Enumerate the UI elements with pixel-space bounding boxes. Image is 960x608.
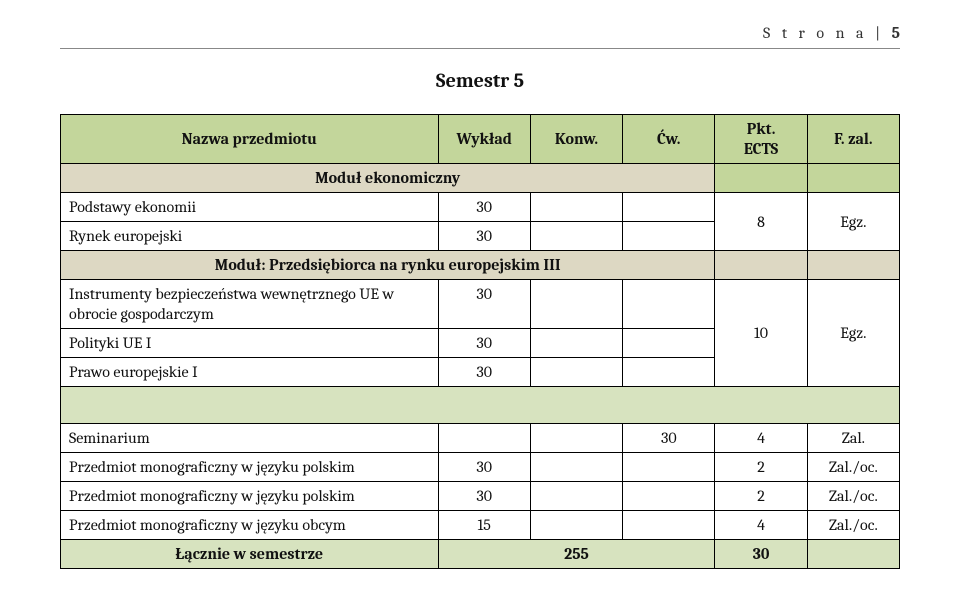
after3-conv — [530, 511, 622, 540]
semester-title: Semestr 5 — [60, 69, 900, 92]
after0-ects: 4 — [715, 424, 807, 453]
module-econ-ects-gap — [715, 164, 807, 193]
page-number: 5 — [892, 24, 900, 42]
after0-lecture — [438, 424, 530, 453]
after3-lecture: 15 — [438, 511, 530, 540]
sum-ects: 30 — [715, 540, 807, 569]
col-conv: Konw. — [530, 115, 622, 164]
row-econ2-lecture: 30 — [438, 222, 530, 251]
row-eu2-lecture: 30 — [438, 329, 530, 358]
col-ects-l1: Pkt. — [747, 120, 776, 138]
row-econ2-label: Rynek europejski — [61, 222, 439, 251]
page-divider: | — [875, 24, 892, 42]
row-eu3-conv — [530, 358, 622, 387]
sum-row: Łącznie w semestrze 255 30 — [61, 540, 900, 569]
after3-form: Zal./oc. — [807, 511, 899, 540]
row-eu1-ex — [623, 280, 715, 329]
row-eu1-label-l1: Instrumenty bezpieczeństwa wewnętrznego … — [69, 285, 394, 303]
econ-ects: 8 — [715, 193, 807, 251]
row-econ1-conv — [530, 193, 622, 222]
after0-exercise: 30 — [623, 424, 715, 453]
page-header: S t r o n a | 5 — [60, 24, 900, 42]
row-after-0: Seminarium 30 4 Zal. — [61, 424, 900, 453]
row-eu2-conv — [530, 329, 622, 358]
after2-exercise — [623, 482, 715, 511]
row-eu2-ex — [623, 329, 715, 358]
after3-ects: 4 — [715, 511, 807, 540]
row-eu2-label: Polityki UE I — [61, 329, 439, 358]
col-subject: Nazwa przedmiotu — [61, 115, 439, 164]
row-eu1-lecture: 30 — [438, 280, 530, 329]
row-econ-1: Podstawy ekonomii 30 8 Egz. — [61, 193, 900, 222]
after0-form: Zal. — [807, 424, 899, 453]
after2-lecture: 30 — [438, 482, 530, 511]
row-econ1-lecture: 30 — [438, 193, 530, 222]
row-eu3-lecture: 30 — [438, 358, 530, 387]
eu-ects: 10 — [715, 280, 807, 387]
after2-ects: 2 — [715, 482, 807, 511]
after1-form: Zal./oc. — [807, 453, 899, 482]
page: S t r o n a | 5 Semestr 5 Nazwa przedmio… — [0, 0, 960, 569]
spacer-row — [61, 387, 900, 424]
after0-conv — [530, 424, 622, 453]
eu-form: Egz. — [807, 280, 899, 387]
after1-conv — [530, 453, 622, 482]
col-ects: Pkt. ECTS — [715, 115, 807, 164]
module-econ-row: Moduł ekonomiczny — [61, 164, 900, 193]
spacer-cell — [61, 387, 900, 424]
sum-form — [807, 540, 899, 569]
after1-exercise — [623, 453, 715, 482]
sum-label: Łącznie w semestrze — [61, 540, 439, 569]
col-form: F. zal. — [807, 115, 899, 164]
row-eu1-label-l2: obrocie gospodarczym — [69, 305, 214, 323]
horizontal-rule — [60, 48, 900, 49]
row-after-2: Przedmiot monograficzny w języku polskim… — [61, 482, 900, 511]
after3-label: Przedmiot monograficzny w języku obcym — [61, 511, 439, 540]
row-after-3: Przedmiot monograficzny w języku obcym 1… — [61, 511, 900, 540]
col-lecture: Wykład — [438, 115, 530, 164]
after0-label: Seminarium — [61, 424, 439, 453]
after1-lecture: 30 — [438, 453, 530, 482]
after1-ects: 2 — [715, 453, 807, 482]
sum-total: 255 — [438, 540, 715, 569]
col-ects-l2: ECTS — [744, 140, 778, 158]
module-eu-ects-gap — [715, 251, 807, 280]
row-eu3-ex — [623, 358, 715, 387]
module-econ-form-gap — [807, 164, 899, 193]
row-after-1: Przedmiot monograficzny w języku polskim… — [61, 453, 900, 482]
col-exercise: Ćw. — [623, 115, 715, 164]
page-header-label: S t r o n a — [763, 24, 868, 42]
row-eu-1: Instrumenty bezpieczeństwa wewnętrznego … — [61, 280, 900, 329]
module-econ-label: Moduł ekonomiczny — [61, 164, 715, 193]
module-eu-row: Moduł: Przedsiębiorca na rynku europejsk… — [61, 251, 900, 280]
row-econ2-ex — [623, 222, 715, 251]
module-eu-form-gap — [807, 251, 899, 280]
after3-exercise — [623, 511, 715, 540]
after2-form: Zal./oc. — [807, 482, 899, 511]
table-header-row: Nazwa przedmiotu Wykład Konw. Ćw. Pkt. E… — [61, 115, 900, 164]
after2-conv — [530, 482, 622, 511]
after2-label: Przedmiot monograficzny w języku polskim — [61, 482, 439, 511]
row-eu1-label: Instrumenty bezpieczeństwa wewnętrznego … — [61, 280, 439, 329]
after1-label: Przedmiot monograficzny w języku polskim — [61, 453, 439, 482]
row-eu1-conv — [530, 280, 622, 329]
course-table: Nazwa przedmiotu Wykład Konw. Ćw. Pkt. E… — [60, 114, 900, 569]
module-eu-label: Moduł: Przedsiębiorca na rynku europejsk… — [61, 251, 715, 280]
row-econ2-conv — [530, 222, 622, 251]
row-eu3-label: Prawo europejskie I — [61, 358, 439, 387]
row-econ1-ex — [623, 193, 715, 222]
econ-form: Egz. — [807, 193, 899, 251]
row-econ1-label: Podstawy ekonomii — [61, 193, 439, 222]
